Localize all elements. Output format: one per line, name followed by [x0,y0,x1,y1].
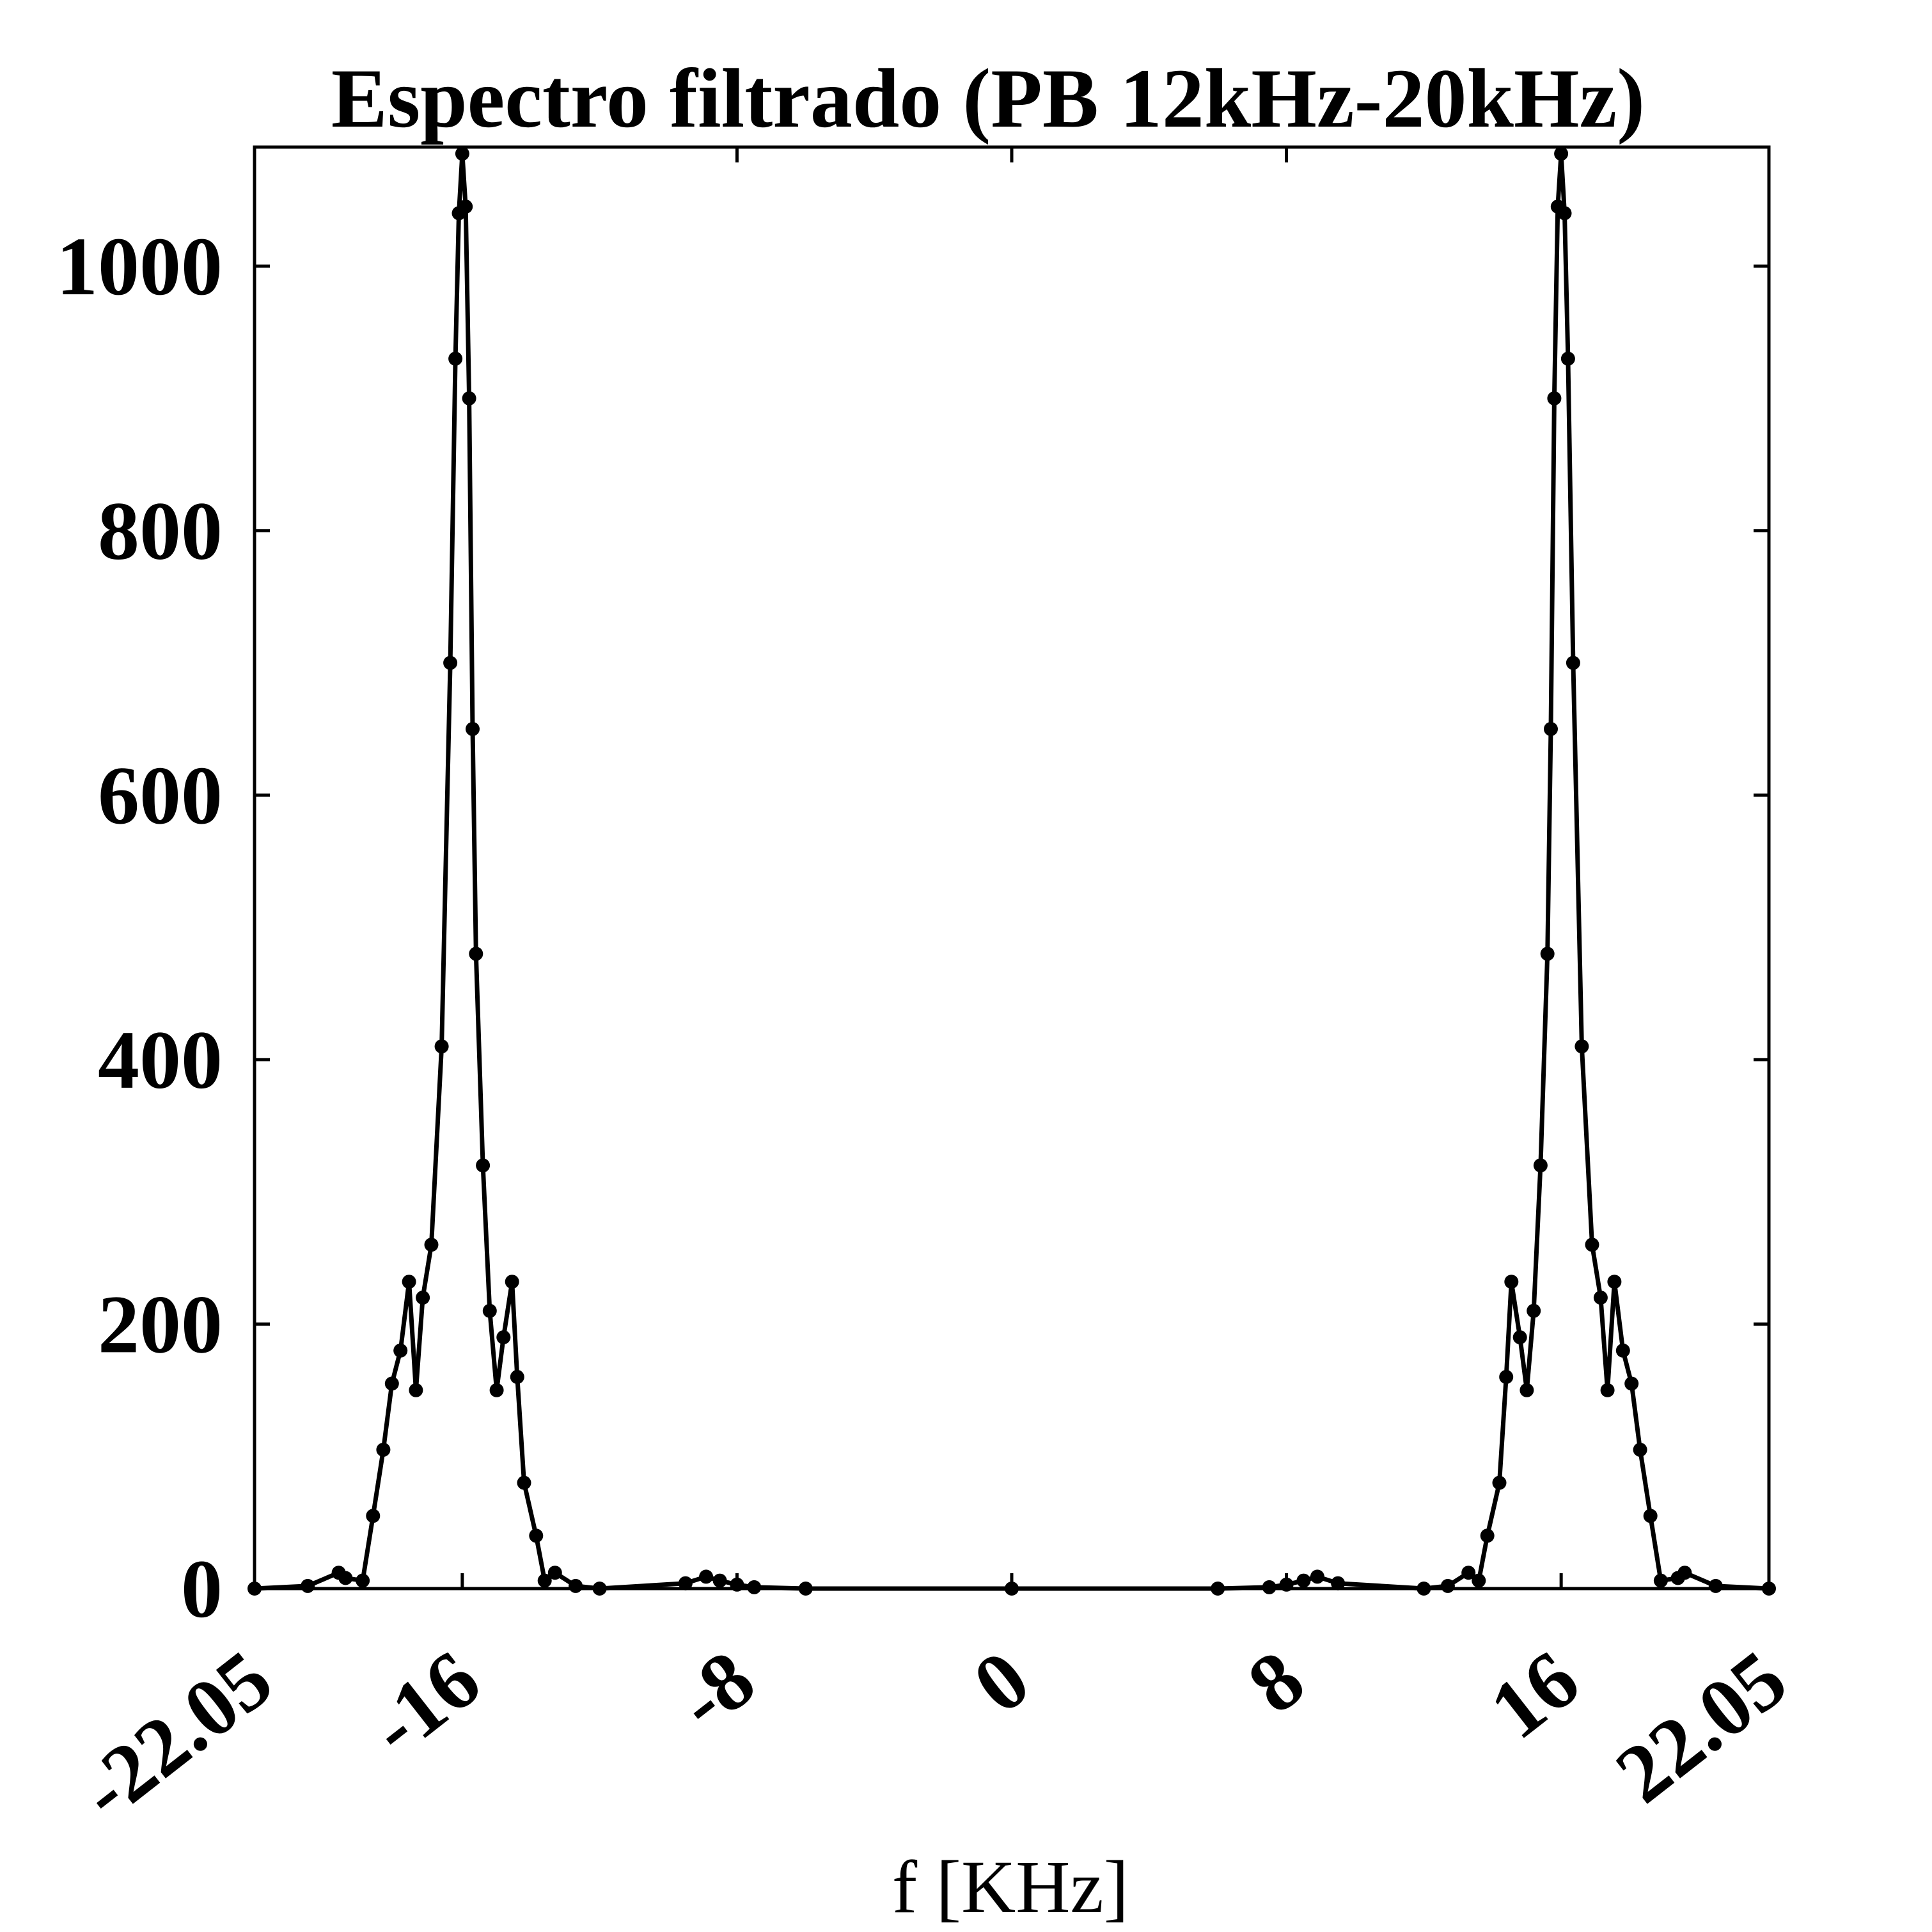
data-point [301,1578,315,1593]
data-point [537,1573,552,1588]
data-point [1540,946,1555,961]
data-point [1653,1573,1668,1588]
data-point [409,1383,423,1397]
data-point [517,1475,531,1490]
y-tick-label: 1000 [56,221,223,313]
y-tick-label: 600 [98,750,223,842]
data-point [489,1383,504,1397]
data-point [505,1275,519,1289]
data-point [1480,1528,1495,1543]
data-point [469,946,483,961]
data-point [402,1275,416,1289]
data-point [1633,1442,1647,1457]
data-point [1520,1383,1534,1397]
y-tick-label: 800 [98,485,223,577]
data-point [1440,1578,1455,1593]
data-point [496,1330,511,1345]
data-point [547,1566,562,1580]
data-point [1547,391,1562,405]
data-point [1566,656,1580,670]
data-point [1593,1291,1608,1305]
data-point [1600,1383,1615,1397]
data-point [366,1509,381,1523]
data-point [1677,1566,1692,1580]
data-point [448,351,463,366]
data-point [1560,351,1575,366]
y-tick-label: 200 [98,1278,223,1370]
data-point [699,1569,714,1584]
data-point [1331,1576,1346,1590]
data-point [1708,1578,1723,1593]
data-point [1504,1275,1519,1289]
y-tick-label: 0 [181,1543,223,1635]
data-point [1544,721,1558,736]
data-point [569,1578,583,1593]
data-point [1492,1475,1507,1490]
data-point [476,1158,491,1173]
data-point [1512,1330,1527,1345]
data-point [1624,1376,1639,1391]
data-point [1615,1343,1630,1358]
chart-title: Espectro filtrado (PB 12kHz-20kHz) [331,51,1645,145]
data-point [393,1343,408,1358]
data-point [1585,1237,1599,1252]
data-point [529,1528,544,1543]
data-point [416,1291,430,1305]
x-axis-label: f [KHz] [892,1845,1129,1929]
data-point [424,1237,439,1252]
data-point [712,1573,727,1588]
data-point [1557,206,1572,221]
data-point [510,1370,524,1385]
data-point [1533,1158,1548,1173]
data-point [376,1442,391,1457]
data-point [1310,1569,1324,1584]
data-point [459,200,473,214]
data-point [462,391,476,405]
data-point [1296,1573,1311,1588]
data-point [356,1573,370,1588]
data-point [1575,1039,1589,1054]
data-point [482,1303,497,1318]
data-point [1527,1303,1541,1318]
data-point [1461,1566,1476,1580]
data-point [678,1576,693,1590]
data-point [338,1571,353,1585]
data-point [384,1376,399,1391]
y-tick-label: 400 [98,1014,223,1106]
data-point [1499,1370,1514,1385]
data-point [1607,1275,1622,1289]
data-point [466,721,480,736]
data-point [443,656,458,670]
data-point [1643,1509,1658,1523]
data-point [1472,1573,1486,1588]
data-point [434,1039,449,1054]
